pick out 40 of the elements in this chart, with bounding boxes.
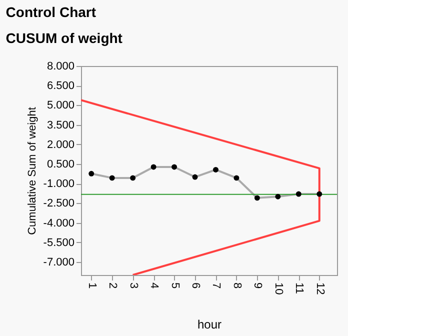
y-tick-label: 8.000 bbox=[46, 60, 74, 72]
x-axis-title: hour bbox=[197, 318, 222, 332]
x-tick-label: 6 bbox=[190, 282, 202, 289]
y-tick-label: 6.500 bbox=[46, 80, 74, 92]
x-tick-label: 2 bbox=[106, 282, 119, 289]
point bbox=[275, 194, 281, 200]
x-tick-label: 3 bbox=[127, 282, 140, 289]
x-tick-label: 9 bbox=[252, 282, 264, 289]
point bbox=[234, 175, 240, 181]
y-tick-label: 2.000 bbox=[46, 138, 74, 151]
point bbox=[213, 166, 218, 172]
x-tick-label: 11 bbox=[293, 282, 306, 294]
y-tick-label: 0.500 bbox=[46, 158, 74, 170]
point bbox=[88, 170, 94, 176]
line-series bbox=[81, 99, 320, 275]
y-axis-title: Cumulative Sum of weight bbox=[26, 107, 38, 235]
point bbox=[130, 175, 136, 181]
point bbox=[254, 195, 260, 201]
y-tick-label: 5.000 bbox=[46, 100, 74, 112]
y-tick-label: -1.000 bbox=[43, 178, 74, 190]
x-tick-label: 5 bbox=[168, 282, 181, 289]
x-tick-label: 7 bbox=[210, 282, 222, 289]
chart-title: Control Chart bbox=[6, 4, 96, 20]
y-tick-label: -4.000 bbox=[43, 217, 74, 230]
x-tick-label: 8 bbox=[230, 282, 243, 289]
point bbox=[192, 174, 198, 180]
point bbox=[296, 191, 302, 197]
x-tick-label: 12 bbox=[314, 282, 326, 295]
x-tick-label: 4 bbox=[148, 282, 160, 289]
chart-subtitle: CUSUM of weight bbox=[6, 30, 123, 46]
y-tick-label: -2.500 bbox=[43, 198, 74, 210]
y-tick-label: 3.500 bbox=[46, 119, 74, 132]
x-tick-label: 1 bbox=[86, 282, 98, 289]
y-tick-label: -7.000 bbox=[43, 256, 74, 268]
x-tick-label: 10 bbox=[272, 282, 284, 295]
y-tick-label: -5.500 bbox=[43, 236, 74, 249]
point bbox=[109, 175, 115, 181]
point bbox=[172, 164, 178, 170]
point bbox=[316, 191, 322, 197]
point bbox=[150, 164, 156, 170]
